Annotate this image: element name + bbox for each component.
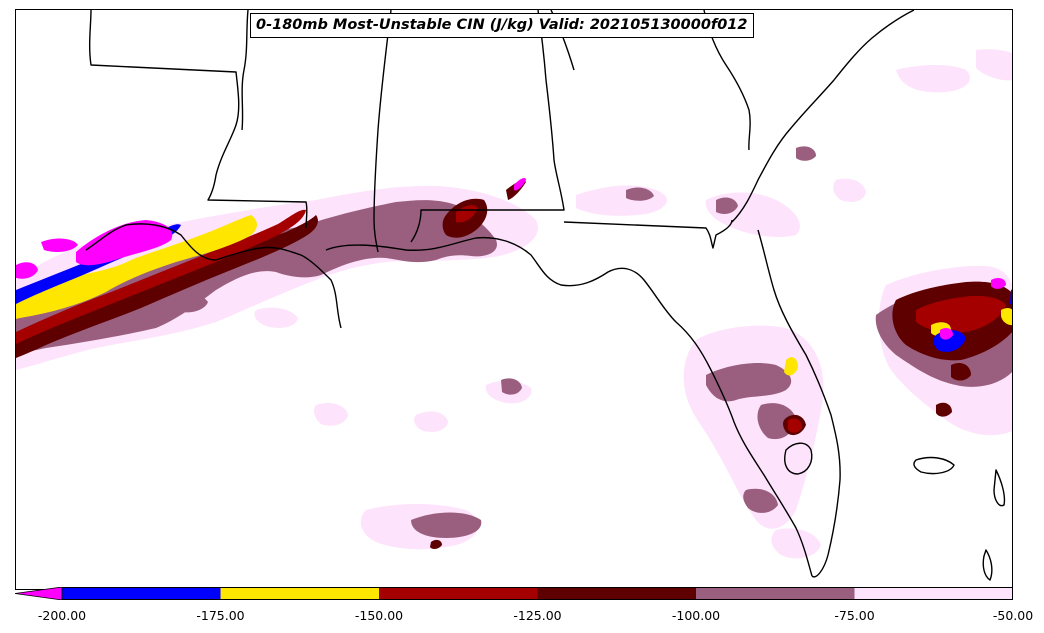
colorbar-tick-label: -75.00	[834, 608, 875, 623]
colorbar	[15, 587, 1013, 600]
colorbar-tick-label: -200.00	[37, 608, 87, 623]
cin-shading-yellow	[16, 215, 1012, 376]
colorbar-bin-0	[62, 587, 221, 600]
cin-map	[16, 10, 1012, 581]
map-panel	[15, 9, 1013, 590]
bahamas-outline	[913, 456, 1006, 581]
colorbar-bin-3	[537, 587, 696, 600]
geographic-boundaries	[85, 10, 1006, 581]
colorbar-outline	[61, 587, 1013, 600]
state-borders	[88, 10, 751, 253]
colorbar-bin-1	[220, 587, 379, 600]
lake-okeechobee	[784, 442, 813, 475]
gulf-coastline	[85, 223, 813, 577]
cin-shading-magenta	[16, 177, 1006, 340]
colorbar-bin-2	[379, 587, 538, 600]
colorbar-bin-4	[696, 587, 855, 600]
colorbar-bin-5	[854, 587, 1013, 600]
colorbar-tick-label: -150.00	[354, 608, 404, 623]
colorbar-tick-label: -125.00	[513, 608, 562, 623]
colorbar-extend-under	[15, 587, 63, 600]
map-title: 0-180mb Most-Unstable CIN (J/kg) Valid: …	[250, 13, 754, 38]
colorbar-tick-label: -100.00	[671, 608, 721, 623]
colorbar-tick-label: -175.00	[196, 608, 245, 623]
colorbar-tick-label: -50.00	[992, 608, 1034, 623]
atlantic-coastline	[731, 10, 915, 578]
